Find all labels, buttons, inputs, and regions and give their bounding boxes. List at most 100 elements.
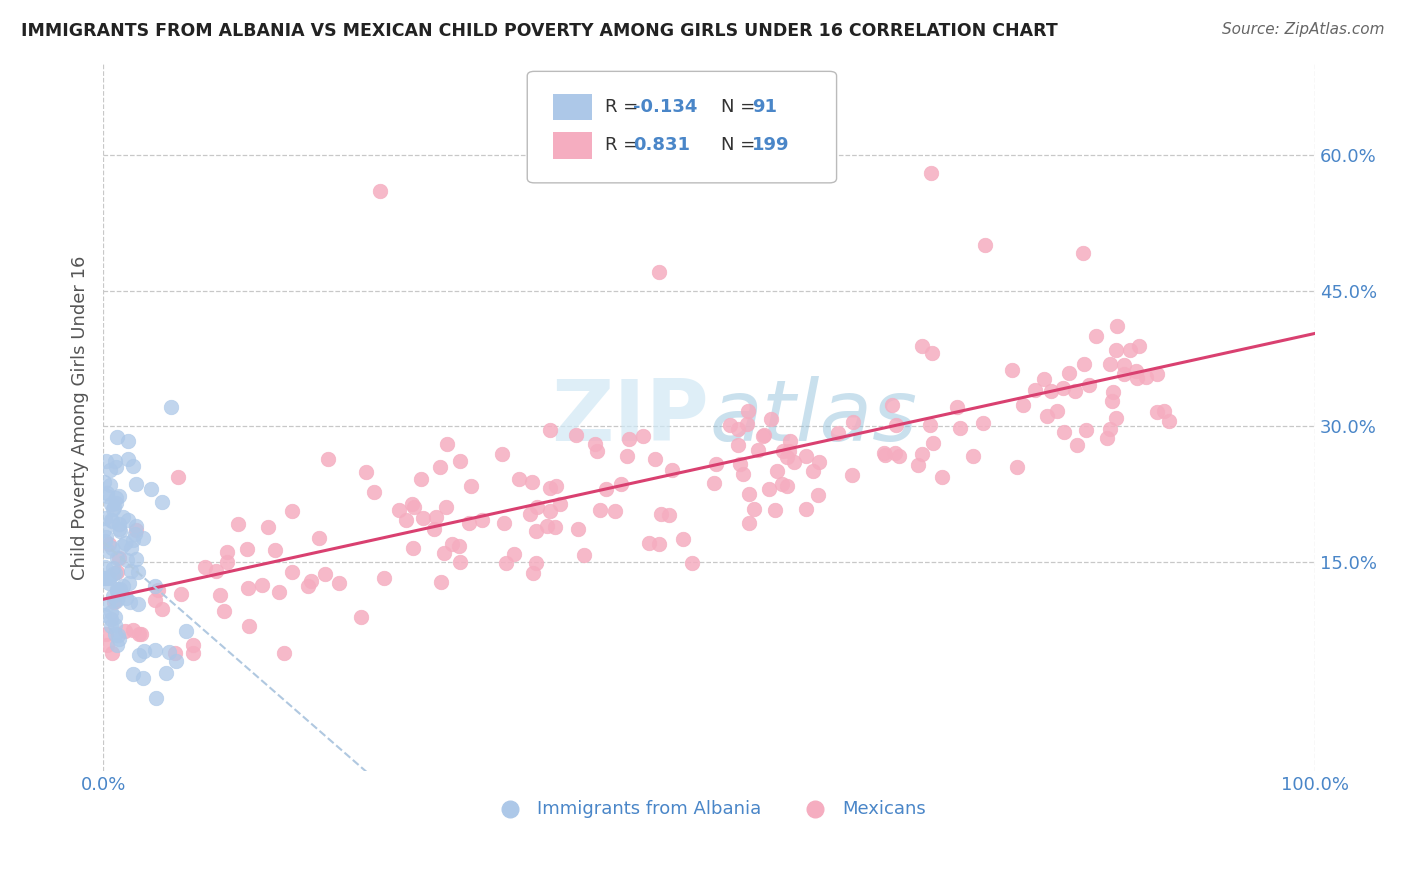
Point [1039, 384, 1062, 398]
Point [1157, 414, 1180, 428]
Point [236, 541, 259, 556]
Point [105, 565, 128, 579]
Point [104, 610, 127, 624]
Point [411, 472, 433, 486]
Point [776, 450, 799, 464]
Point [350, 610, 373, 624]
Point [117, 513, 139, 527]
Point [94, 534, 117, 549]
Point [114, 535, 136, 549]
Point [100, 619, 122, 633]
Point [1033, 371, 1056, 385]
Point [873, 446, 896, 460]
Point [770, 477, 793, 491]
Point [181, 646, 204, 660]
Point [491, 447, 513, 461]
Point [96, 530, 118, 544]
Point [609, 477, 631, 491]
Point [1125, 364, 1147, 378]
Point [256, 519, 278, 533]
Point [98, 463, 121, 477]
Point [100, 541, 122, 555]
Point [122, 623, 145, 637]
Point [117, 434, 139, 448]
Point [842, 415, 865, 429]
Point [449, 539, 471, 553]
Point [436, 500, 458, 514]
Point [146, 582, 169, 597]
Point [918, 418, 941, 433]
Y-axis label: Child Poverty Among Girls Under 16: Child Poverty Among Girls Under 16 [72, 255, 89, 580]
Point [1125, 371, 1147, 385]
Point [160, 400, 183, 414]
Point [128, 626, 150, 640]
Point [127, 597, 149, 611]
Point [495, 556, 517, 570]
Point [526, 500, 548, 514]
Point [145, 691, 167, 706]
Point [796, 449, 818, 463]
Point [127, 565, 149, 579]
Point [1128, 339, 1150, 353]
Point [166, 469, 188, 483]
Point [101, 514, 124, 528]
Point [100, 497, 122, 511]
Point [104, 459, 127, 474]
Point [779, 434, 801, 448]
Point [1101, 394, 1123, 409]
Point [281, 565, 304, 579]
Point [1105, 411, 1128, 425]
Point [1053, 425, 1076, 439]
Point [93, 475, 115, 489]
Point [889, 449, 911, 463]
Point [103, 561, 125, 575]
Point [519, 507, 541, 521]
Point [524, 556, 547, 570]
Point [1104, 343, 1126, 358]
Point [841, 467, 863, 482]
Point [104, 618, 127, 632]
Point [236, 581, 259, 595]
Point [112, 509, 135, 524]
Point [882, 398, 904, 412]
Point [165, 646, 187, 660]
Point [633, 429, 655, 443]
Point [538, 504, 561, 518]
Point [97, 544, 120, 558]
Point [1012, 399, 1035, 413]
Point [751, 429, 773, 443]
Point [121, 459, 143, 474]
Point [194, 560, 217, 574]
Point [758, 482, 780, 496]
Point [104, 566, 127, 580]
Point [921, 345, 943, 359]
Point [107, 585, 129, 599]
Point [118, 576, 141, 591]
Point [567, 522, 589, 536]
Point [806, 488, 828, 502]
Text: N =: N = [721, 136, 761, 154]
Point [1052, 381, 1074, 395]
Point [165, 654, 187, 668]
Point [145, 643, 167, 657]
Text: 91: 91 [752, 98, 778, 116]
Point [132, 531, 155, 545]
Point [603, 504, 626, 518]
Point [727, 422, 749, 436]
Point [263, 543, 285, 558]
Point [299, 574, 322, 588]
Point [737, 404, 759, 418]
Point [155, 665, 177, 680]
Point [1146, 368, 1168, 382]
Point [110, 582, 132, 597]
Point [616, 449, 638, 463]
Point [672, 533, 695, 547]
Point [1114, 368, 1136, 382]
Point [97, 598, 120, 612]
Point [1046, 404, 1069, 418]
Point [538, 481, 561, 495]
Point [536, 519, 558, 533]
Point [548, 497, 571, 511]
Point [107, 551, 129, 566]
Point [297, 579, 319, 593]
